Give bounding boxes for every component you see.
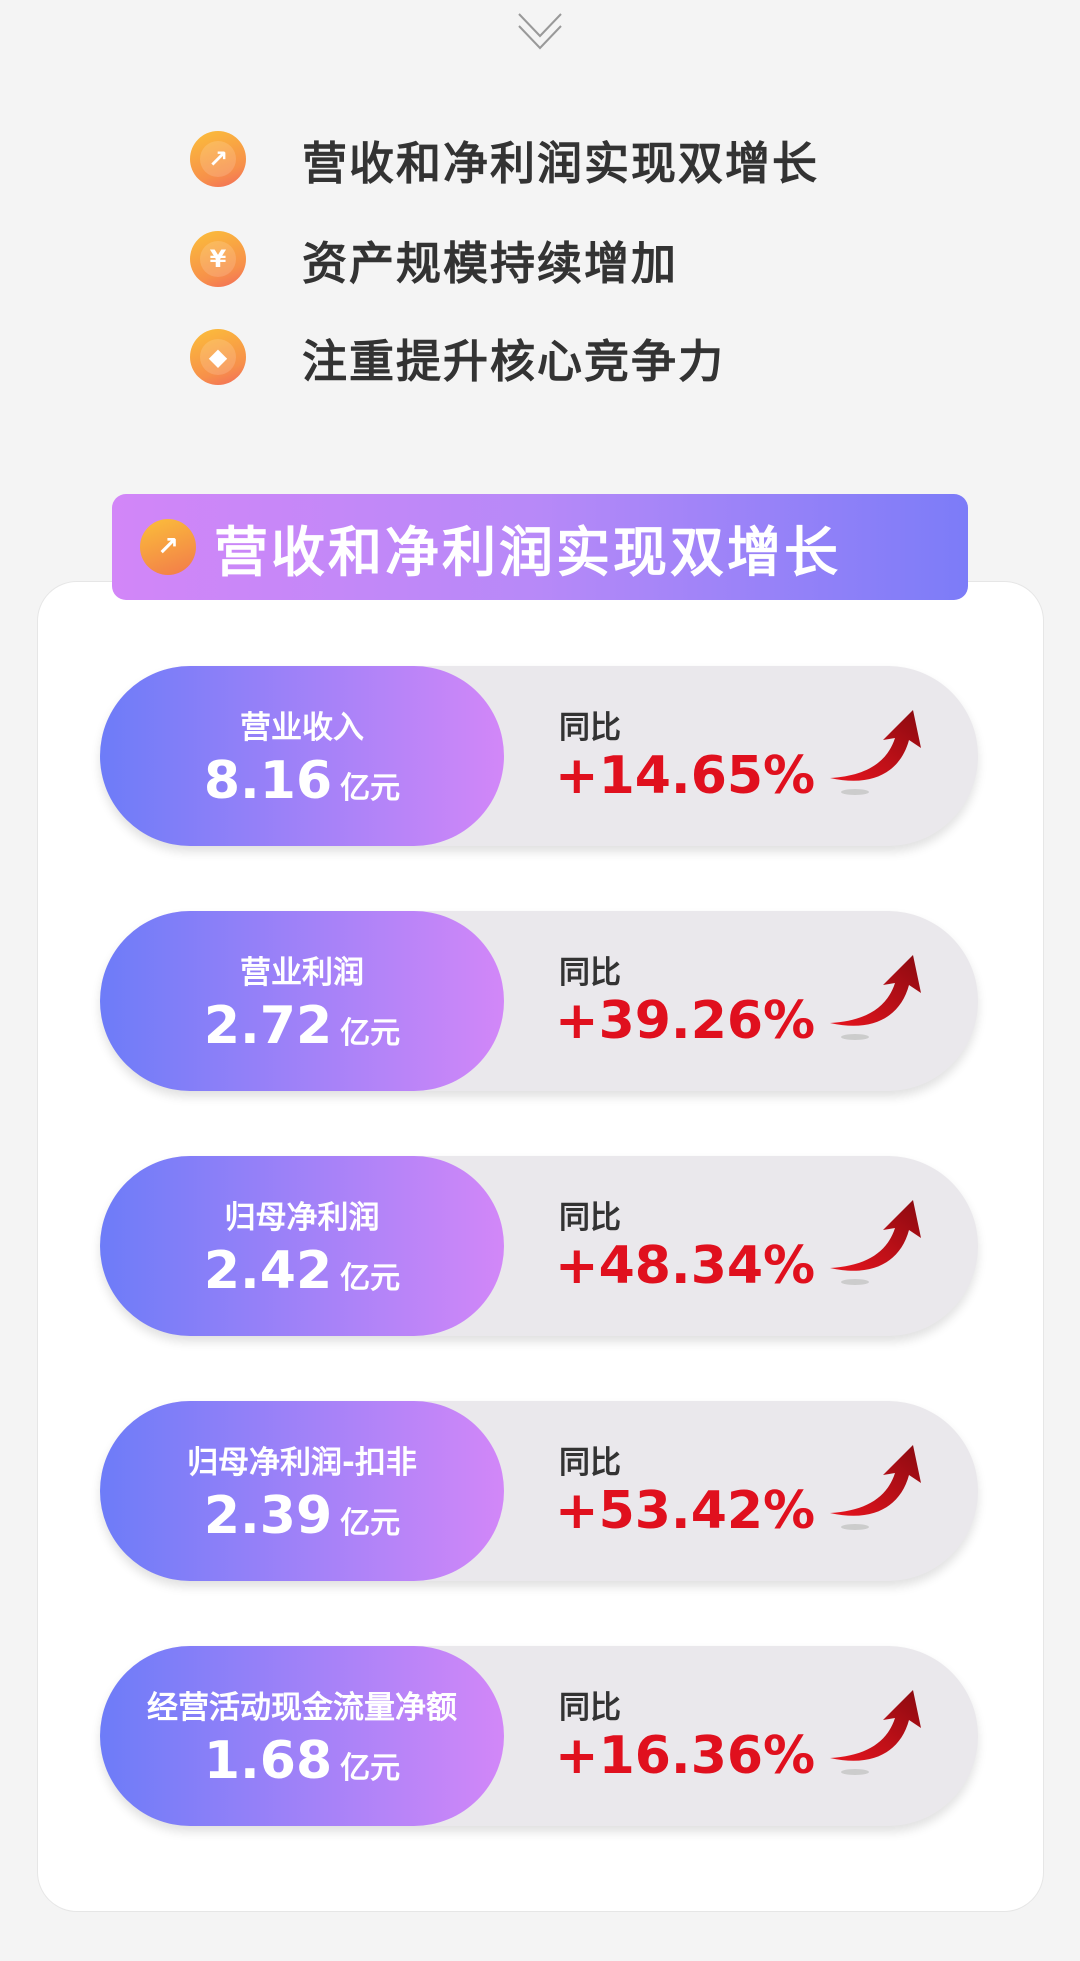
metric-pill: 归母净利润-扣非 2.39 亿元 — [100, 1401, 504, 1581]
metric-label: 归母净利润-扣非 — [187, 1444, 417, 1481]
metric-row: 归母净利润 2.42 亿元 同比 +48.34% — [100, 1156, 978, 1336]
growth-chart-icon: ↗ — [190, 131, 246, 187]
metric-unit: 亿元 — [340, 1505, 401, 1541]
metric-pill: 营业收入 8.16 亿元 — [100, 666, 504, 846]
up-arrow-icon — [830, 710, 921, 795]
yoy-value: +16.36% — [555, 1726, 816, 1786]
metric-unit: 亿元 — [340, 1750, 401, 1786]
highlight-text: 注重提升核心竞争力 — [302, 334, 726, 388]
metric-row: 经营活动现金流量净额 1.68 亿元 同比 +16.36% — [100, 1646, 978, 1826]
highlight-item: ◆ 注重提升核心竞争力 — [190, 327, 726, 388]
metric-label: 经营活动现金流量净额 — [147, 1689, 457, 1726]
up-arrow-icon — [830, 1690, 921, 1775]
yen-coin-icon: ¥ — [190, 231, 246, 287]
yoy-value: +53.42% — [555, 1481, 816, 1541]
yoy-label: 同比 — [559, 1200, 621, 1236]
metric-value: 2.72 — [203, 995, 333, 1056]
yoy-label: 同比 — [559, 710, 621, 746]
yoy-value: +14.65% — [555, 746, 816, 806]
metric-label: 营业利润 — [240, 954, 364, 991]
metric-value: 1.68 — [203, 1730, 333, 1791]
metric-label: 营业收入 — [240, 709, 364, 746]
yoy-label: 同比 — [559, 1690, 621, 1726]
metric-value: 8.16 — [203, 750, 333, 811]
metric-pill: 营业利润 2.72 亿元 — [100, 911, 504, 1091]
yoy-value: +39.26% — [555, 991, 816, 1051]
metric-pill: 归母净利润 2.42 亿元 — [100, 1156, 504, 1336]
up-arrow-icon — [830, 955, 921, 1040]
highlight-text: 资产规模持续增加 — [302, 236, 679, 290]
section-banner: ↗ 营收和净利润实现双增长 — [112, 494, 968, 600]
highlight-item: ¥ 资产规模持续增加 — [190, 229, 679, 290]
up-arrow-icon — [830, 1445, 921, 1530]
metric-label: 归母净利润 — [224, 1199, 380, 1236]
yoy-value: +48.34% — [555, 1236, 816, 1296]
up-arrow-icon — [830, 1200, 921, 1285]
section-title: 营收和净利润实现双增长 — [214, 519, 841, 584]
metric-unit: 亿元 — [340, 770, 401, 806]
chevron-down-icon[interactable] — [517, 10, 563, 52]
metric-pill: 经营活动现金流量净额 1.68 亿元 — [100, 1646, 504, 1826]
metric-unit: 亿元 — [340, 1015, 401, 1051]
metric-row: 营业利润 2.72 亿元 同比 +39.26% — [100, 911, 978, 1091]
metric-value: 2.39 — [203, 1485, 333, 1546]
metric-unit: 亿元 — [340, 1260, 401, 1296]
metric-row: 归母净利润-扣非 2.39 亿元 同比 +53.42% — [100, 1401, 978, 1581]
yoy-label: 同比 — [559, 1445, 621, 1481]
metric-row: 营业收入 8.16 亿元 同比 +14.65% — [100, 666, 978, 846]
highlight-item: ↗ 营收和净利润实现双增长 — [190, 129, 820, 190]
highlight-text: 营收和净利润实现双增长 — [302, 136, 820, 190]
metric-value: 2.42 — [203, 1240, 333, 1301]
diamond-icon: ◆ — [190, 329, 246, 385]
growth-chart-icon: ↗ — [140, 519, 196, 575]
yoy-label: 同比 — [559, 955, 621, 991]
